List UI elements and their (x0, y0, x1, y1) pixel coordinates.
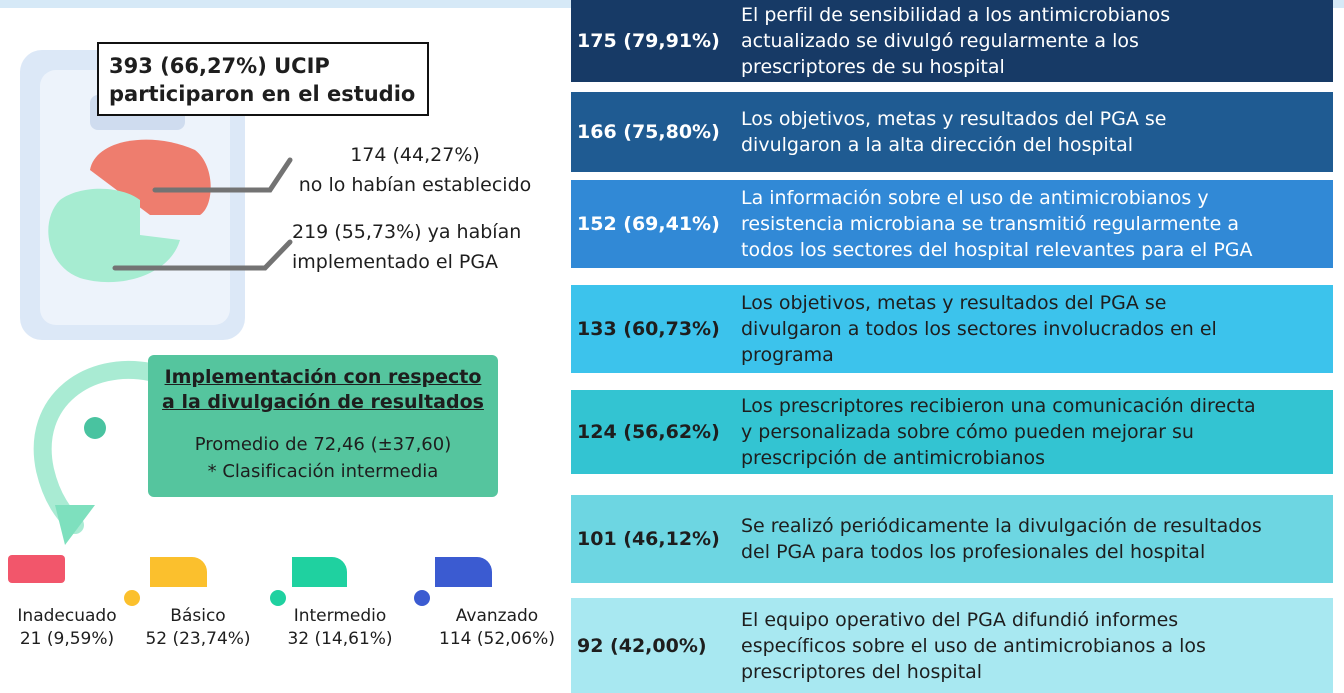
item-count: 92 (42,00%) (571, 635, 741, 657)
item-line: El perfil de sensibilidad a los antimicr… (741, 2, 1170, 28)
item-count: 101 (46,12%) (571, 528, 741, 550)
item-text: El perfil de sensibilidad a los antimicr… (741, 2, 1170, 80)
item-count: 175 (79,91%) (571, 30, 741, 52)
level-value: 114 (52,06%) (422, 628, 572, 651)
summary-title: Implementación con respecto a la divulga… (148, 355, 498, 415)
summary-text: Promedio de 72,46 (±37,60) * Clasificaci… (148, 431, 498, 485)
item-text: Los objetivos, metas y resultados del PG… (741, 290, 1217, 368)
dot (124, 590, 140, 606)
label-line: implementado el PGA (292, 247, 521, 277)
dot (84, 417, 106, 439)
level-value: 52 (23,74%) (123, 628, 273, 651)
item-count: 133 (60,73%) (571, 318, 741, 340)
study-line: participaron en el estudio (109, 80, 427, 108)
level-value: 21 (9,59%) (0, 628, 142, 651)
item-row: 101 (46,12%)Se realizó periódicamente la… (571, 495, 1333, 583)
item-line: del PGA para todos los profesionales del… (741, 539, 1262, 565)
summary-title-line: a la divulgación de resultados (148, 390, 498, 415)
item-text: Los objetivos, metas y resultados del PG… (741, 106, 1166, 158)
item-row: 166 (75,80%)Los objetivos, metas y resul… (571, 92, 1333, 172)
item-text: La información sobre el uso de antimicro… (741, 185, 1253, 263)
dot (270, 590, 286, 606)
item-line: Los objetivos, metas y resultados del PG… (741, 290, 1217, 316)
item-line: resistencia microbiana se transmitió reg… (741, 211, 1253, 237)
item-line: La información sobre el uso de antimicro… (741, 185, 1253, 211)
item-line: prescripción de antimicrobianos (741, 445, 1256, 471)
item-line: prescriptores de su hospital (741, 54, 1170, 80)
not-established-label: 174 (44,27%) no lo habían establecido (290, 140, 540, 200)
item-line: El equipo operativo del PGA difundió inf… (741, 607, 1206, 633)
dot (414, 590, 430, 606)
item-count: 166 (75,80%) (571, 121, 741, 143)
item-line: todos los sectores del hospital relevant… (741, 237, 1253, 263)
level-name: Inadecuado (0, 605, 142, 628)
item-row: 133 (60,73%)Los objetivos, metas y resul… (571, 285, 1333, 373)
level-name: Intermedio (265, 605, 415, 628)
study-line: 393 (66,27%) UCIP (109, 52, 427, 80)
item-line: Los objetivos, metas y resultados del PG… (741, 106, 1166, 132)
level-shape (292, 557, 347, 587)
item-line: divulgaron a la alta dirección del hospi… (741, 132, 1166, 158)
summary-line: * Clasificación intermedia (148, 458, 498, 485)
implemented-label: 219 (55,73%) ya habían implementado el P… (292, 217, 521, 277)
label-line: no lo habían establecido (290, 170, 540, 200)
level-value: 32 (14,61%) (265, 628, 415, 651)
page: { "study": {"lines": ["393 (66,27%) UCIP… (0, 0, 1344, 693)
study-box: 393 (66,27%) UCIP participaron en el est… (97, 42, 429, 116)
arrow-head (55, 505, 95, 545)
summary-line: Promedio de 72,46 (±37,60) (148, 431, 498, 458)
item-text: El equipo operativo del PGA difundió inf… (741, 607, 1206, 685)
item-line: y personalizada sobre cómo pueden mejora… (741, 419, 1256, 445)
level-shape (435, 557, 492, 587)
item-row: 92 (42,00%)El equipo operativo del PGA d… (571, 598, 1333, 693)
summary-title-line: Implementación con respecto (148, 365, 498, 390)
label-line: 219 (55,73%) ya habían (292, 217, 521, 247)
item-row: 124 (56,62%)Los prescriptores recibieron… (571, 390, 1333, 474)
item-line: actualizado se divulgó regularmente a lo… (741, 28, 1170, 54)
item-line: específicos sobre el uso de antimicrobia… (741, 633, 1206, 659)
level-name: Avanzado (422, 605, 572, 628)
item-line: Se realizó periódicamente la divulgación… (741, 513, 1262, 539)
item-row: 175 (79,91%)El perfil de sensibilidad a … (571, 0, 1333, 82)
item-line: divulgaron a todos los sectores involucr… (741, 316, 1217, 342)
level-shape (150, 557, 207, 587)
item-line: programa (741, 342, 1217, 368)
item-line: prescriptores del hospital (741, 659, 1206, 685)
label-line: 174 (44,27%) (290, 140, 540, 170)
level-name: Básico (123, 605, 273, 628)
item-text: Se realizó periódicamente la divulgación… (741, 513, 1262, 565)
item-row: 152 (69,41%)La información sobre el uso … (571, 180, 1333, 268)
item-count: 124 (56,62%) (571, 421, 741, 443)
item-count: 152 (69,41%) (571, 213, 741, 235)
level-shape (8, 555, 65, 583)
item-text: Los prescriptores recibieron una comunic… (741, 393, 1256, 471)
item-line: Los prescriptores recibieron una comunic… (741, 393, 1256, 419)
arrow (43, 370, 150, 525)
summary-box: Implementación con respecto a la divulga… (148, 355, 498, 497)
